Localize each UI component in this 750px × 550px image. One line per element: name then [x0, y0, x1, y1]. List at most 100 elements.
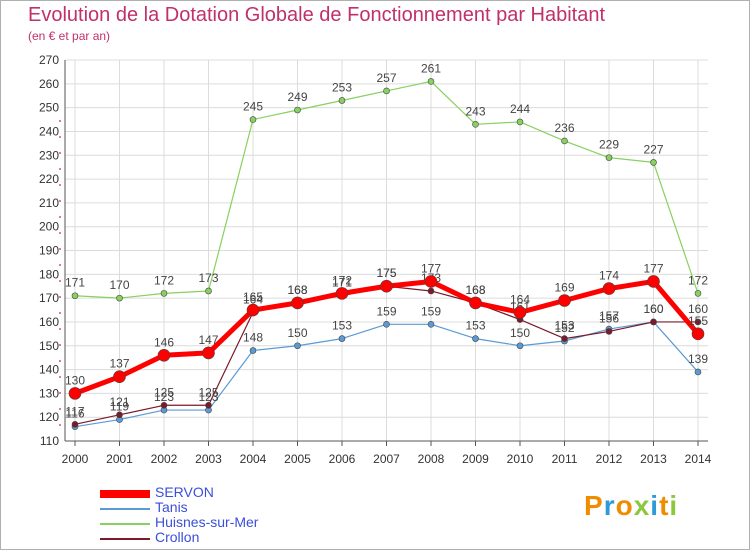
- y-tick-label: 170: [39, 291, 59, 305]
- data-label-servon: 168: [287, 283, 307, 297]
- data-point-servon: [691, 327, 705, 341]
- y-tick-label: 180: [39, 267, 59, 281]
- data-label-tanis: 159: [421, 304, 441, 318]
- data-point-crollon: [71, 421, 79, 428]
- data-label-huisnes-sur-mer: 171: [65, 276, 85, 290]
- data-label-servon: 137: [109, 357, 129, 371]
- data-label-crollon: 175: [376, 266, 396, 280]
- data-point-crollon: [427, 287, 435, 295]
- x-tick-label: 2012: [596, 452, 623, 466]
- data-point-huisnes-sur-mer: [561, 137, 568, 145]
- data-point-servon: [202, 346, 215, 360]
- y-tick-label: 190: [39, 244, 59, 258]
- y-tick-label: 160: [39, 315, 59, 329]
- legend-label: Tanis: [155, 499, 188, 515]
- data-point-huisnes-sur-mer: [160, 290, 168, 297]
- data-point-huisnes-sur-mer: [205, 287, 212, 295]
- data-label-tanis: 152: [554, 321, 574, 335]
- data-label-tanis: 148: [243, 331, 263, 345]
- data-label-crollon: 117: [65, 404, 84, 418]
- data-point-tanis: [294, 342, 301, 350]
- data-point-crollon: [160, 401, 168, 409]
- data-label-huisnes-sur-mer: 261: [421, 61, 441, 75]
- data-point-servon: [68, 387, 82, 400]
- data-point-tanis: [383, 321, 390, 328]
- data-label-tanis: 153: [332, 319, 352, 333]
- data-label-tanis: 159: [376, 304, 396, 318]
- data-label-tanis: 119: [110, 400, 129, 414]
- data-point-huisnes-sur-mer: [71, 292, 79, 300]
- data-point-tanis: [427, 321, 435, 328]
- data-label-tanis: 116: [65, 407, 84, 421]
- data-label-tanis: 160: [643, 302, 663, 316]
- data-label-crollon: 121: [109, 395, 129, 409]
- data-point-crollon: [694, 318, 702, 326]
- data-label-servon: 169: [554, 281, 574, 295]
- data-point-servon: [335, 287, 349, 300]
- data-label-crollon: 153: [554, 319, 574, 333]
- data-point-servon: [602, 282, 616, 295]
- data-point-servon: [513, 306, 527, 319]
- data-label-huisnes-sur-mer: 172: [154, 273, 174, 287]
- data-label-tanis: 157: [599, 309, 619, 323]
- data-point-tanis: [472, 335, 479, 342]
- data-label-huisnes-sur-mer: 253: [332, 80, 352, 94]
- x-tick-label: 2009: [462, 452, 489, 466]
- data-point-huisnes-sur-mer: [650, 159, 657, 166]
- y-tick-label: 250: [39, 101, 59, 115]
- data-point-servon: [469, 296, 482, 310]
- y-tick-label: 140: [39, 363, 59, 377]
- x-tick-label: 2002: [151, 452, 178, 466]
- data-point-tanis: [338, 335, 346, 342]
- legend-swatch: [100, 508, 150, 510]
- y-tick-label: 150: [39, 339, 59, 353]
- data-point-tanis: [694, 368, 702, 376]
- data-point-servon: [246, 303, 260, 317]
- chart-subtitle: (en € et par an): [28, 29, 111, 43]
- x-tick-label: 2005: [284, 452, 311, 466]
- data-point-huisnes-sur-mer: [116, 294, 123, 302]
- data-label-crollon: 171: [332, 276, 352, 290]
- x-tick-label: 2013: [640, 452, 667, 466]
- data-point-servon: [380, 279, 393, 293]
- y-tick-label: 260: [39, 77, 59, 91]
- data-point-tanis: [249, 347, 257, 354]
- proxiti-logo: Proxiti: [584, 490, 679, 521]
- x-tick-label: 2007: [373, 452, 400, 466]
- data-label-servon: 146: [154, 335, 174, 349]
- x-tick-label: 2006: [329, 452, 356, 466]
- data-label-huisnes-sur-mer: 229: [599, 138, 619, 152]
- data-label-huisnes-sur-mer: 243: [465, 104, 485, 118]
- data-point-crollon: [116, 411, 123, 419]
- x-tick-label: 2001: [106, 452, 133, 466]
- data-label-crollon: 156: [599, 311, 619, 325]
- y-tick-label: 120: [39, 410, 59, 424]
- data-label-crollon: 168: [287, 283, 307, 297]
- data-label-crollon: 125: [198, 385, 218, 399]
- data-label-tanis: 150: [287, 326, 307, 340]
- data-point-tanis: [516, 342, 524, 350]
- data-label-huisnes-sur-mer: 244: [510, 102, 530, 116]
- data-label-crollon: 164: [243, 292, 263, 306]
- data-label-tanis: 123: [154, 390, 174, 404]
- data-label-tanis: 150: [510, 326, 530, 340]
- legend-swatch: [100, 523, 150, 525]
- data-point-huisnes-sur-mer: [383, 87, 390, 95]
- data-label-servon: 147: [198, 333, 218, 347]
- data-label-servon: 130: [65, 373, 85, 387]
- data-label-tanis: 153: [465, 319, 485, 333]
- x-tick-label: 2003: [195, 452, 222, 466]
- data-point-huisnes-sur-mer: [427, 78, 435, 85]
- legend-label: Crollon: [155, 529, 200, 545]
- y-tick-label: 230: [39, 148, 59, 162]
- x-tick-label: 2010: [507, 452, 534, 466]
- data-label-huisnes-sur-mer: 173: [198, 271, 218, 285]
- x-tick-label: 2004: [240, 452, 267, 466]
- data-label-servon: 164: [510, 292, 530, 306]
- legend-label: SERVON: [155, 484, 214, 500]
- y-tick-label: 240: [39, 124, 59, 138]
- data-label-huisnes-sur-mer: 170: [109, 278, 129, 292]
- x-tick-label: 2000: [62, 452, 89, 466]
- data-label-servon: 172: [332, 273, 352, 287]
- data-label-huisnes-sur-mer: 249: [287, 90, 307, 104]
